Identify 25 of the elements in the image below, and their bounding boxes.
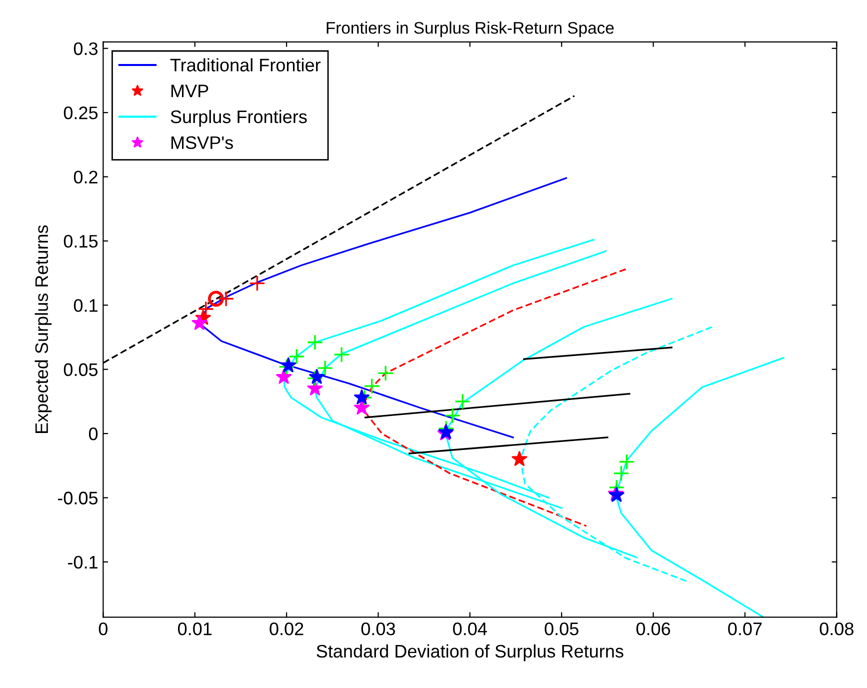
y-tick-label: 0.1	[74, 299, 98, 312]
legend-label: MVP	[171, 84, 208, 98]
legend-label: MSVP's	[171, 136, 233, 150]
legend-label: Surplus Frontiers	[170, 110, 307, 127]
y-tick-label: 0.15	[64, 234, 98, 248]
x-tick-label: 0.04	[453, 622, 487, 636]
y-axis-title: Expected Surplus Returns	[34, 225, 52, 433]
x-tick-label: 0.07	[728, 622, 762, 636]
y-tick-label: -0.1	[68, 556, 98, 569]
chart-title: Frontiers in Surplus Risk-Return Space	[326, 22, 614, 38]
x-tick-label: 0.01	[178, 622, 212, 636]
legend-label: Traditional Frontier	[170, 58, 321, 72]
x-axis-title: Standard Deviation of Surplus Returns	[316, 644, 624, 662]
y-tick-label: 0.3	[74, 42, 98, 56]
x-tick-label: 0.03	[361, 622, 396, 636]
x-tick-label: 0.08	[820, 622, 854, 636]
x-tick-label: 0.05	[544, 622, 578, 636]
x-tick-label: 0.02	[270, 622, 304, 636]
x-tick-label: 0.06	[636, 622, 670, 636]
y-tick-label: -0.05	[58, 492, 98, 504]
y-tick-label: 0	[88, 427, 98, 440]
x-tick-label: 0	[98, 622, 108, 636]
y-tick-label: 0.05	[64, 363, 98, 376]
y-tick-label: 0.2	[74, 170, 98, 184]
y-tick-label: 0.25	[64, 106, 98, 120]
